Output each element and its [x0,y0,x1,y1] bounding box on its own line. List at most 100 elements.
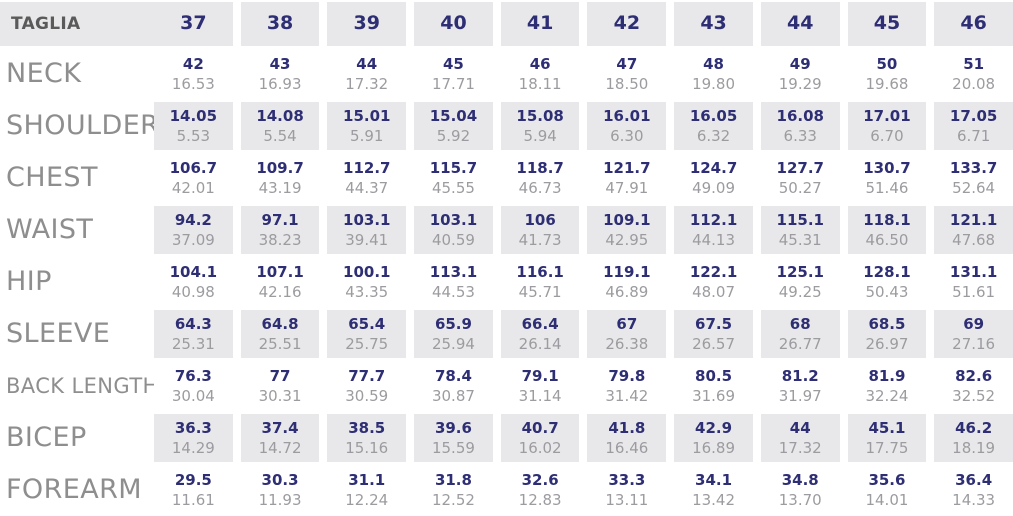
value-inches: 12.52 [431,491,475,509]
value-inches: 42.95 [605,231,649,249]
measurement-cell: 34.8 13.70 [760,466,840,514]
measurement-cell: 128.1 50.43 [847,258,927,306]
value-cm: 42 [182,54,204,73]
value-inches: 17.32 [778,439,822,457]
value-cm: 67.5 [695,314,733,333]
value-cm: 16.08 [776,106,824,125]
value-inches: 5.91 [350,127,384,145]
row-label-cell: HIP [0,258,146,306]
table-row: WAIST 94.2 37.09 97.1 38.23 103.1 39.41 103.1 40… [0,204,1013,256]
value-cm: 121.1 [949,210,998,229]
value-inches: 14.29 [171,439,215,457]
size-column-header: 37 [154,2,233,46]
value-cm: 103.1 [429,210,478,229]
value-inches: 47.91 [605,179,649,197]
measurement-cell: 64.3 25.31 [154,310,233,358]
value-cm: 44 [356,54,378,73]
measurement-cell: 51 20.08 [934,50,1013,98]
measurement-cell: 81.9 32.24 [847,362,927,410]
value-cm: 14.08 [256,106,304,125]
value-inches: 19.68 [865,75,909,93]
size-column-header: 41 [500,2,580,46]
measurement-cell: 65.4 25.75 [327,310,407,358]
value-cm: 68.5 [868,314,906,333]
value-inches: 5.94 [523,127,557,145]
value-inches: 32.52 [952,387,996,405]
measurement-cell: 15.04 5.92 [414,102,493,150]
value-cm: 35.6 [868,470,906,489]
measurement-cell: 118.1 46.50 [847,206,927,254]
table-row: BACK LENGTH 76.3 30.04 77 30.31 77.7 30.59 78.4… [0,360,1013,412]
measurement-cell: 81.2 31.97 [760,362,840,410]
value-cm: 76.3 [174,366,212,385]
size-column-header: 43 [674,2,753,46]
value-inches: 46.89 [605,283,649,301]
measurement-cell: 33.3 13.11 [587,466,667,514]
row-label: SHOULDER [6,109,160,141]
value-inches: 6.30 [610,127,644,145]
value-inches: 11.61 [171,491,215,509]
value-inches: 32.24 [865,387,909,405]
measurement-cell: 38.5 15.16 [327,414,407,462]
measurement-cell: 35.6 14.01 [847,466,927,514]
size-column-header: 44 [760,2,840,46]
value-cm: 15.01 [343,106,391,125]
value-cm: 109.1 [603,210,651,229]
measurement-cell: 47 18.50 [587,50,667,98]
value-cm: 44 [789,418,811,437]
value-cm: 38.5 [348,418,386,437]
value-cm: 103.1 [343,210,391,229]
measurement-cell: 131.1 51.61 [934,258,1013,306]
value-inches: 14.01 [865,491,909,509]
table-row: SLEEVE 64.3 25.31 64.8 25.51 65.4 25.75 65.9 25.… [0,308,1013,360]
value-inches: 30.04 [171,387,215,405]
measurement-cell: 118.7 46.73 [500,154,580,202]
measurement-cell: 36.4 14.33 [934,466,1013,514]
value-cm: 17.05 [949,106,998,125]
value-cm: 65.4 [348,314,386,333]
value-inches: 50.27 [778,179,822,197]
size-column-header: 38 [240,2,320,46]
value-cm: 16.05 [689,106,738,125]
value-cm: 41.8 [608,418,646,437]
value-cm: 33.3 [608,470,646,489]
value-inches: 6.33 [783,127,817,145]
value-inches: 6.32 [696,127,731,145]
value-cm: 94.2 [174,210,212,229]
measurement-cell: 45 17.71 [414,50,493,98]
row-label: FOREARM [6,473,142,505]
measurement-cell: 17.05 6.71 [934,102,1013,150]
value-inches: 25.51 [258,335,302,353]
measurement-cell: 103.1 40.59 [414,206,493,254]
value-cm: 66.4 [521,314,559,333]
value-cm: 48 [703,54,724,73]
value-inches: 18.50 [605,75,649,93]
table-row: SHOULDER 14.05 5.53 14.08 5.54 15.01 5.91 15.04… [0,100,1013,152]
value-cm: 127.7 [776,158,824,177]
value-inches: 51.46 [865,179,909,197]
row-label-cell: SHOULDER [0,102,159,150]
value-inches: 42.01 [171,179,215,197]
measurement-cell: 66.4 26.14 [500,310,580,358]
value-cm: 125.1 [776,262,824,281]
value-inches: 16.89 [692,439,736,457]
value-inches: 25.94 [431,335,475,353]
value-cm: 122.1 [689,262,738,281]
value-cm: 112.1 [689,210,738,229]
value-cm: 37.4 [261,418,299,437]
value-cm: 45 [443,54,464,73]
value-inches: 39.41 [345,231,389,249]
row-label-cell: FOREARM [0,466,146,514]
measurement-cell: 29.5 11.61 [154,466,233,514]
value-inches: 44.37 [345,179,389,197]
measurement-cell: 15.08 5.94 [500,102,580,150]
value-cm: 113.1 [429,262,478,281]
measurement-cell: 42.9 16.89 [674,414,753,462]
value-inches: 16.53 [171,75,215,93]
value-cm: 15.08 [516,106,564,125]
value-inches: 11.93 [258,491,302,509]
measurement-cell: 106 41.73 [500,206,580,254]
row-label: NECK [6,57,82,89]
table-row: NECK 42 16.53 43 16.93 44 17.32 45 17.71 46 18.11 4… [0,48,1013,100]
measurement-cell: 67 26.38 [587,310,667,358]
